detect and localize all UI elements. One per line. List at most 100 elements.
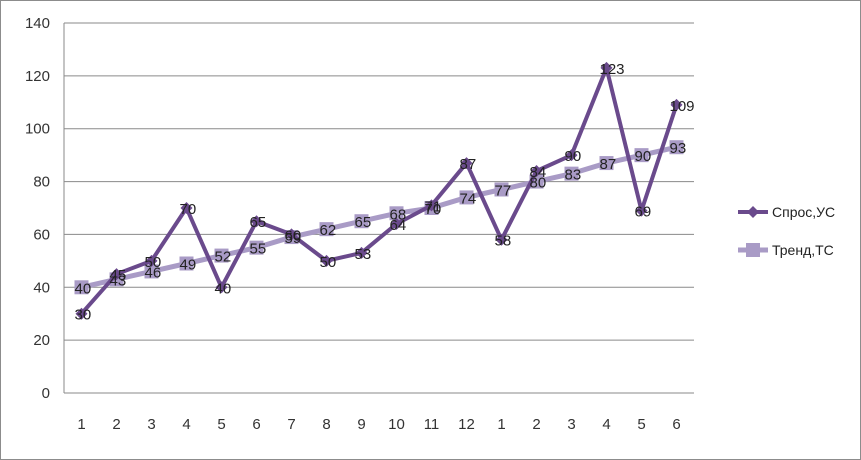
diamond-marker xyxy=(635,204,648,217)
x-tick-label: 12 xyxy=(458,416,475,433)
data-label: 46 xyxy=(145,264,162,281)
y-tick-label: 120 xyxy=(25,68,50,85)
series-trend xyxy=(74,140,684,295)
square-marker xyxy=(319,222,334,237)
x-tick-label: 4 xyxy=(182,416,190,433)
square-marker xyxy=(144,264,159,279)
series-line xyxy=(80,65,679,316)
x-tick-label: 9 xyxy=(357,416,365,433)
square-marker xyxy=(564,166,579,181)
diamond-marker xyxy=(600,61,613,74)
y-tick-labels: 0 20 40 60 80 100 120 140 xyxy=(25,15,50,402)
diamond-marker xyxy=(285,228,298,241)
data-label: 55 xyxy=(250,241,267,258)
series-demand xyxy=(75,61,683,320)
data-label: 90 xyxy=(565,148,582,165)
x-tick-label: 3 xyxy=(567,416,575,433)
data-label: 40 xyxy=(215,280,232,297)
x-tick-label: 10 xyxy=(388,416,405,433)
x-tick-label: 6 xyxy=(672,416,680,433)
x-tick-label: 7 xyxy=(287,416,295,433)
data-label: 70 xyxy=(180,201,197,218)
data-label: 71 xyxy=(425,198,442,215)
x-tick-label: 8 xyxy=(322,416,330,433)
data-label: 70 xyxy=(425,201,442,218)
data-label: 52 xyxy=(215,249,232,266)
data-label: 64 xyxy=(390,217,407,234)
diamond-marker xyxy=(495,233,508,246)
square-marker xyxy=(74,280,89,295)
square-marker xyxy=(494,182,509,197)
square-marker xyxy=(389,206,404,221)
x-tick-label: 1 xyxy=(77,416,85,433)
data-label: 69 xyxy=(635,204,652,221)
x-tick-label: 4 xyxy=(602,416,610,433)
data-label: 68 xyxy=(390,206,407,223)
legend-diamond-marker xyxy=(747,206,759,218)
data-label: 62 xyxy=(320,222,337,239)
data-label: 58 xyxy=(495,233,512,250)
diamond-marker xyxy=(530,165,543,177)
legend-label: Тренд,ТС xyxy=(772,242,834,258)
y-tick-label: 80 xyxy=(33,174,50,191)
x-tick-label: 11 xyxy=(424,416,440,433)
x-tick-label: 1 xyxy=(497,416,505,433)
square-marker xyxy=(354,214,369,229)
square-marker xyxy=(634,148,649,163)
data-label: 49 xyxy=(180,257,197,274)
data-label: 45 xyxy=(110,267,127,284)
data-label: 53 xyxy=(355,246,372,263)
diamond-marker xyxy=(320,254,333,267)
data-label: 93 xyxy=(670,140,687,157)
data-label: 77 xyxy=(495,183,512,200)
legend-square-marker xyxy=(746,243,760,257)
data-label: 109 xyxy=(670,98,695,115)
data-label: 74 xyxy=(460,190,477,207)
diamond-marker xyxy=(75,307,88,320)
data-label: 90 xyxy=(635,148,652,165)
diamond-marker xyxy=(180,202,193,214)
x-tick-label: 5 xyxy=(217,416,225,433)
data-label: 87 xyxy=(600,156,617,173)
y-tick-label: 0 xyxy=(42,385,50,402)
y-tick-label: 40 xyxy=(33,279,50,296)
series-layer: 30 45 50 70 40 65 60 50 53 64 71 87 58 84 90 123 69 109 40… xyxy=(74,61,695,324)
data-label: 65 xyxy=(250,214,267,231)
data-label: 83 xyxy=(565,167,582,184)
x-tick-label: 3 xyxy=(147,416,155,433)
data-labels-demand: 30 45 50 70 40 65 60 50 53 64 71 87 58 84 90 123 69 109 xyxy=(75,61,695,324)
diamond-marker xyxy=(460,157,473,170)
legend-item: Спрос,УС xyxy=(738,204,835,220)
x-tick-label: 5 xyxy=(637,416,645,433)
data-label: 30 xyxy=(75,307,92,324)
data-label: 80 xyxy=(530,175,547,192)
series-line xyxy=(80,144,678,290)
diamond-marker xyxy=(215,281,228,294)
data-label: 43 xyxy=(110,272,127,289)
data-label: 84 xyxy=(530,164,547,181)
diamond-marker xyxy=(145,254,158,267)
data-label: 50 xyxy=(320,254,337,271)
legend-item: Тренд,ТС xyxy=(738,242,834,258)
y-tick-label: 100 xyxy=(25,121,50,138)
y-tick-label: 140 xyxy=(25,15,50,32)
diamond-marker xyxy=(390,217,403,230)
x-tick-label: 2 xyxy=(112,416,120,433)
diamond-marker xyxy=(110,268,123,281)
data-labels-trend: 40 43 46 49 52 55 59 62 65 68 70 74 77 80 83 87 90 93 xyxy=(75,140,687,297)
diamond-marker xyxy=(565,149,578,162)
axes xyxy=(63,23,694,394)
data-label: 59 xyxy=(285,230,302,247)
x-tick-label: 6 xyxy=(252,416,260,433)
square-marker xyxy=(214,248,229,263)
grid xyxy=(64,22,694,341)
data-label: 50 xyxy=(145,254,162,271)
data-label: 123 xyxy=(600,61,625,78)
y-tick-label: 20 xyxy=(33,332,50,349)
data-label: 87 xyxy=(460,156,477,173)
data-label: 65 xyxy=(355,214,372,231)
diamond-marker xyxy=(670,98,683,111)
data-label: 40 xyxy=(75,280,92,297)
x-tick-label: 2 xyxy=(532,416,540,433)
